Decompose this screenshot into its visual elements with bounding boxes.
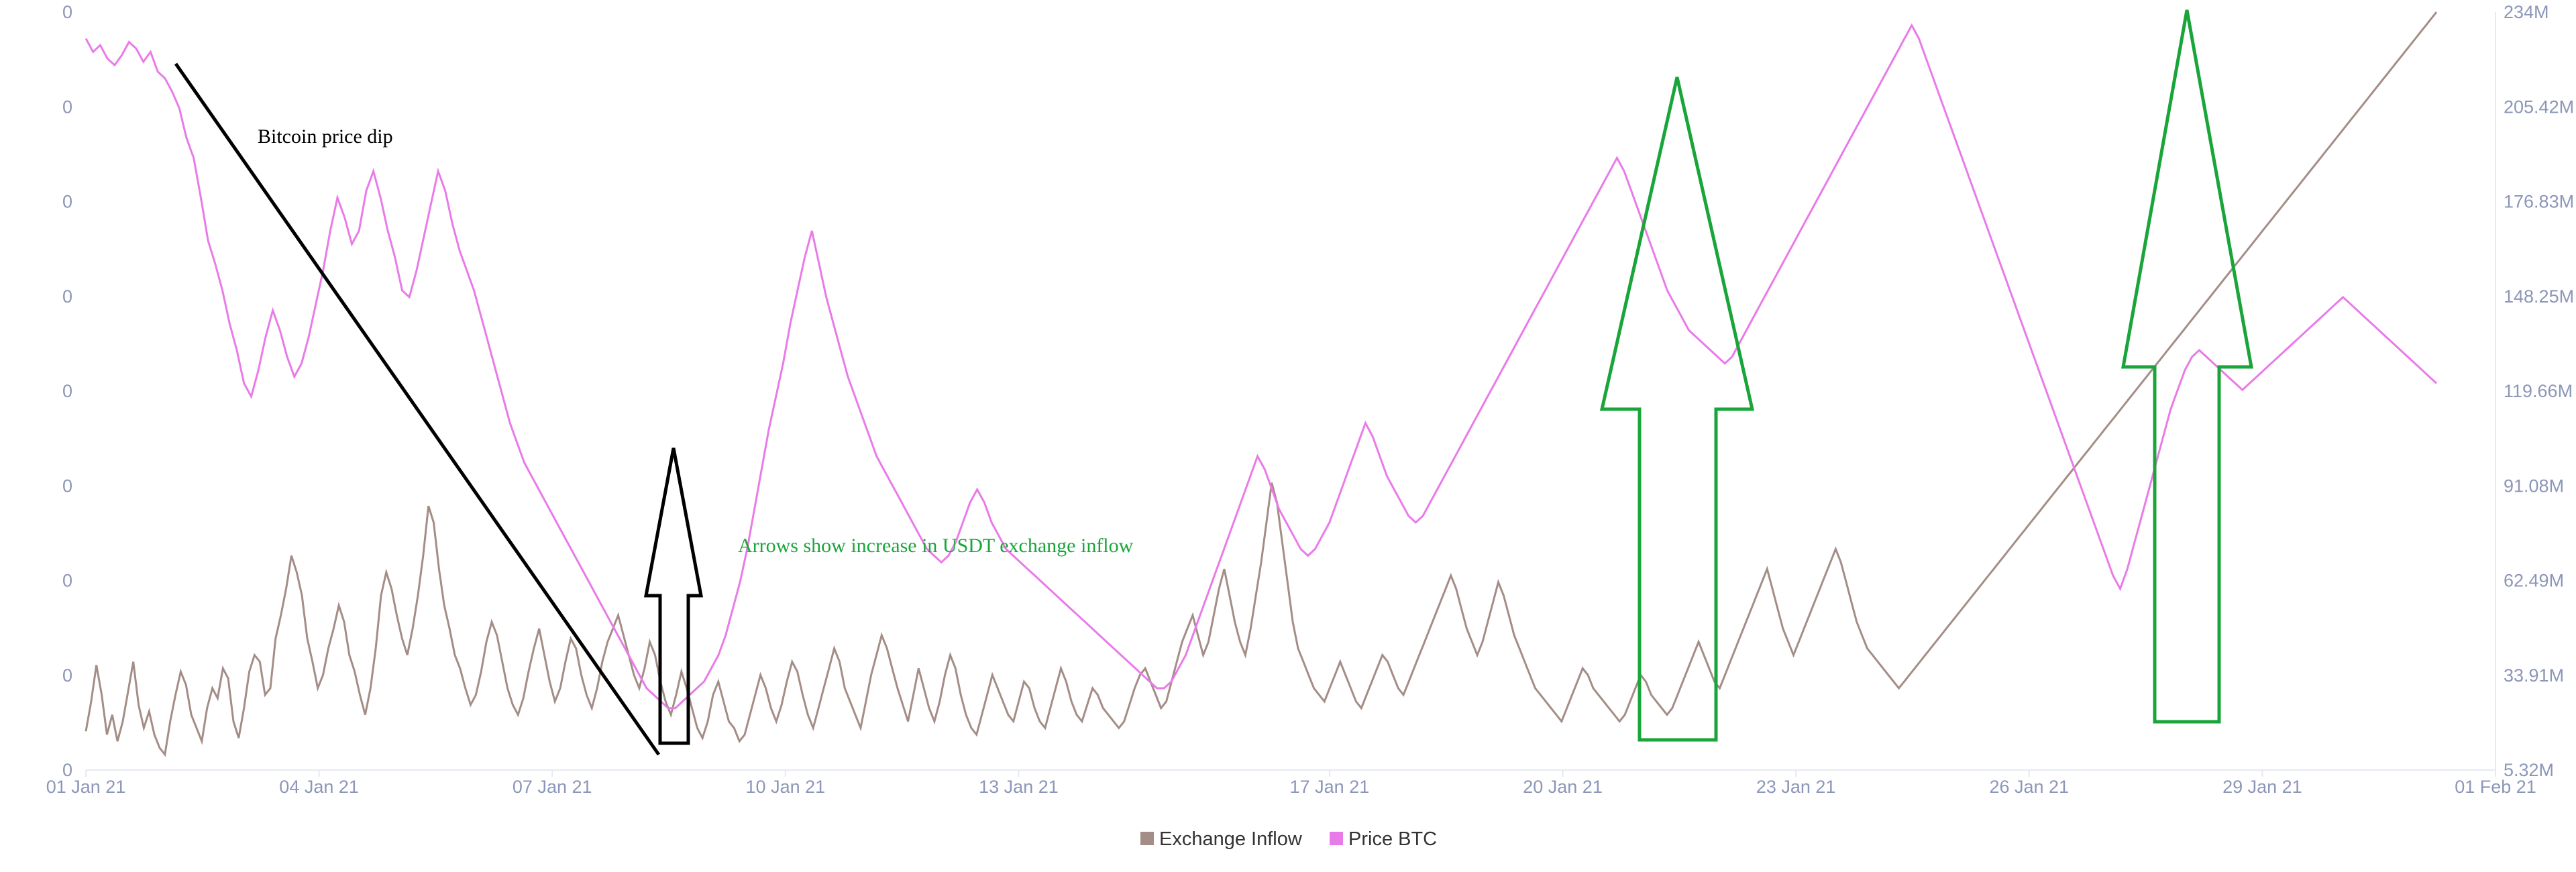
- left-tick-label: 0: [62, 97, 72, 117]
- x-tick-label: 20 Jan 21: [1523, 777, 1603, 797]
- left-tick-label: 0: [62, 571, 72, 591]
- left-tick-label: 0: [62, 476, 72, 496]
- x-tick-label: 01 Feb 21: [2455, 777, 2536, 797]
- x-tick-label: 07 Jan 21: [513, 777, 592, 797]
- x-axis-ticks: 01 Jan 21 04 Jan 21 07 Jan 21 10 Jan 21 13 J…: [46, 770, 2536, 797]
- x-tick-label: 17 Jan 21: [1290, 777, 1370, 797]
- legend-label-price-btc: Price BTC: [1348, 828, 1437, 850]
- legend-swatch-exchange-inflow: [1140, 832, 1154, 845]
- price-dip-label: Bitcoin price dip: [258, 125, 393, 148]
- x-tick-label: 01 Jan 21: [46, 777, 126, 797]
- green-arrow-1: [1599, 76, 1755, 742]
- left-tick-label: 0: [62, 2, 72, 22]
- black-arrow: [643, 447, 704, 745]
- green-arrow-2: [2121, 9, 2253, 724]
- right-tick-label: 33.91M: [2504, 665, 2564, 686]
- right-axis-ticks: 5.32M 33.91M 62.49M 91.08M 119.66M 148.25M 176…: [2504, 2, 2574, 780]
- legend: Exchange Inflow Price BTC: [1140, 828, 1437, 850]
- left-tick-label: 0: [62, 192, 72, 212]
- left-tick-label: 0: [62, 665, 72, 686]
- arrows-caption: Arrows show increase in USDT exchange in…: [738, 535, 1134, 557]
- x-tick-label: 13 Jan 21: [979, 777, 1059, 797]
- series-line-price-btc: [85, 23, 2438, 710]
- right-tick-label: 119.66M: [2504, 381, 2573, 401]
- left-axis-ticks: 0 0 0 0 0 0 0 0 0: [62, 2, 72, 780]
- x-tick-label: 29 Jan 21: [2222, 777, 2302, 797]
- right-tick-label: 205.42M: [2504, 97, 2574, 117]
- x-tick-label: 10 Jan 21: [746, 777, 826, 797]
- right-tick-label: 176.83M: [2504, 192, 2574, 212]
- left-tick-label: 0: [62, 760, 72, 780]
- right-tick-label: 148.25M: [2504, 286, 2574, 307]
- x-tick-label: 26 Jan 21: [1989, 777, 2069, 797]
- legend-swatch-price-btc: [1330, 832, 1343, 845]
- legend-label-exchange-inflow: Exchange Inflow: [1159, 828, 1303, 850]
- right-tick-label: 5.32M: [2504, 760, 2554, 780]
- x-tick-label: 23 Jan 21: [1756, 777, 1836, 797]
- left-tick-label: 0: [62, 381, 72, 401]
- price-dip-line: [174, 62, 661, 756]
- right-tick-label: 62.49M: [2504, 571, 2564, 591]
- right-tick-label: 91.08M: [2504, 476, 2564, 496]
- x-tick-label: 04 Jan 21: [279, 777, 359, 797]
- left-tick-label: 0: [62, 286, 72, 307]
- series-line-exchange-inflow: [85, 11, 2438, 757]
- right-tick-label: 234M: [2504, 2, 2549, 22]
